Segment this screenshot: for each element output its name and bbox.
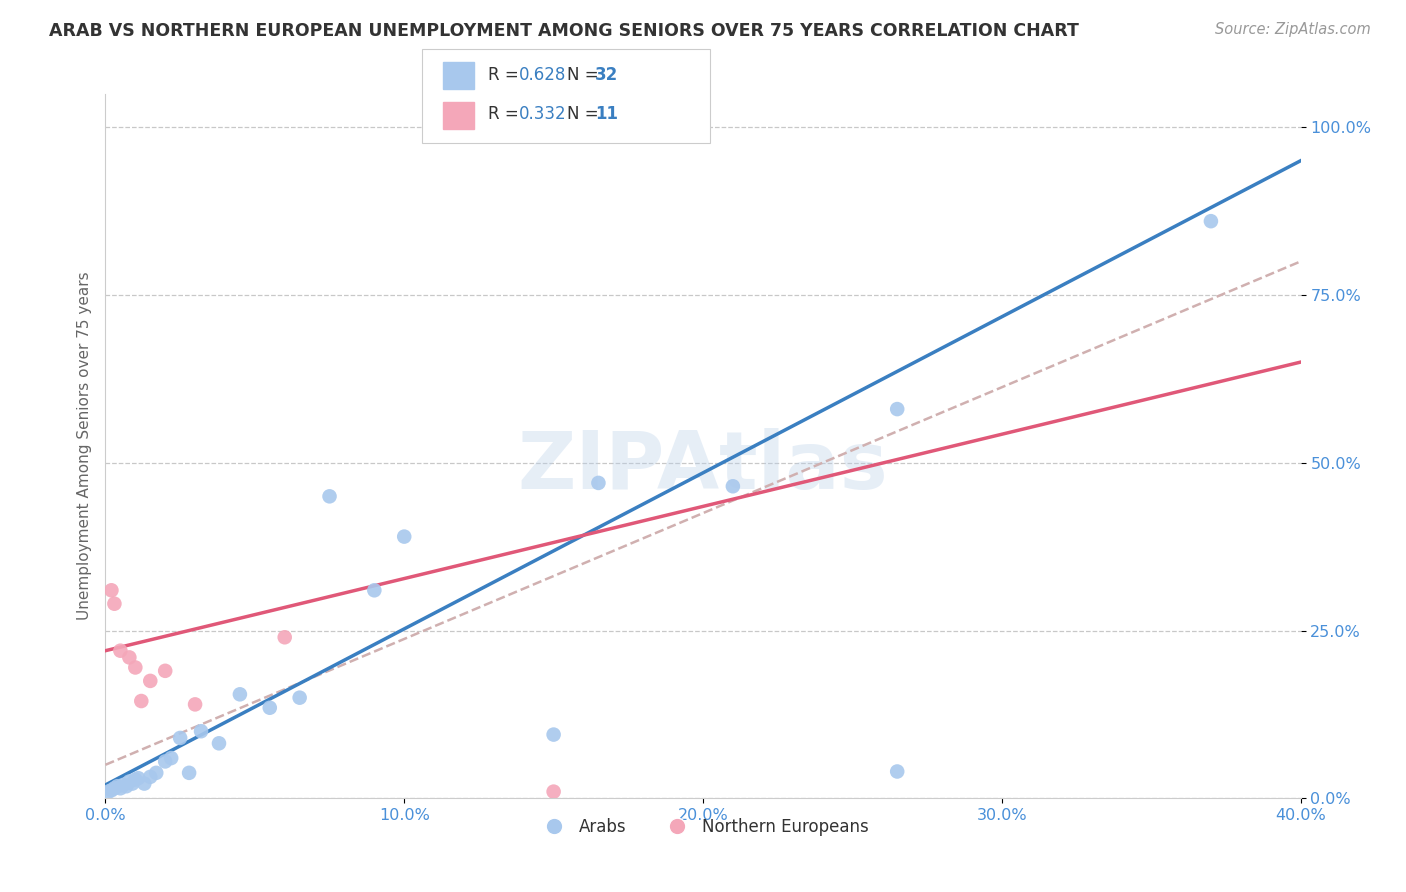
Point [107,779,129,793]
Point [1199,214,1222,228]
Point [363,583,385,598]
Point [100,583,122,598]
Point [155,664,177,678]
Point [110,781,132,796]
Point [121,776,143,790]
Point [184,698,207,712]
Text: N =: N = [567,105,603,123]
Point [588,475,610,490]
Point [273,630,295,644]
Point [886,402,908,417]
Point [112,778,135,792]
Point [886,764,908,779]
Text: 11: 11 [595,105,617,123]
Point [139,770,162,784]
Legend: Arabs, Northern Europeans: Arabs, Northern Europeans [531,812,875,843]
Point [155,755,177,769]
Point [543,784,565,798]
Point [124,772,146,787]
Point [394,530,416,544]
Text: 32: 32 [595,66,619,84]
Text: ZIPAtlas: ZIPAtlas [517,428,889,506]
Text: N =: N = [567,66,603,84]
Point [190,724,212,739]
Text: Source: ZipAtlas.com: Source: ZipAtlas.com [1215,22,1371,37]
Point [543,728,565,742]
Point [115,779,138,793]
Point [139,673,162,688]
Point [169,731,191,745]
Point [177,765,201,780]
Text: ARAB VS NORTHERN EUROPEAN UNEMPLOYMENT AMONG SENIORS OVER 75 YEARS CORRELATION C: ARAB VS NORTHERN EUROPEAN UNEMPLOYMENT A… [49,22,1078,40]
Text: 0.628: 0.628 [519,66,567,84]
Point [129,694,153,708]
Point [127,771,149,785]
Point [118,650,141,665]
Point [318,489,340,503]
Point [288,690,311,705]
Point [160,751,183,765]
Point [259,700,281,714]
Point [208,736,231,750]
Point [110,643,132,657]
Point [124,660,146,674]
Point [118,774,141,789]
Point [721,479,744,493]
Point [103,597,125,611]
Point [134,776,156,790]
Text: R =: R = [488,105,524,123]
Point [103,781,125,796]
Y-axis label: Unemployment Among Seniors over 75 years: Unemployment Among Seniors over 75 years [76,272,91,620]
Point [229,687,252,701]
Point [100,783,122,797]
Text: R =: R = [488,66,524,84]
Text: 0.332: 0.332 [519,105,567,123]
Point [97,784,120,798]
Point [145,765,167,780]
